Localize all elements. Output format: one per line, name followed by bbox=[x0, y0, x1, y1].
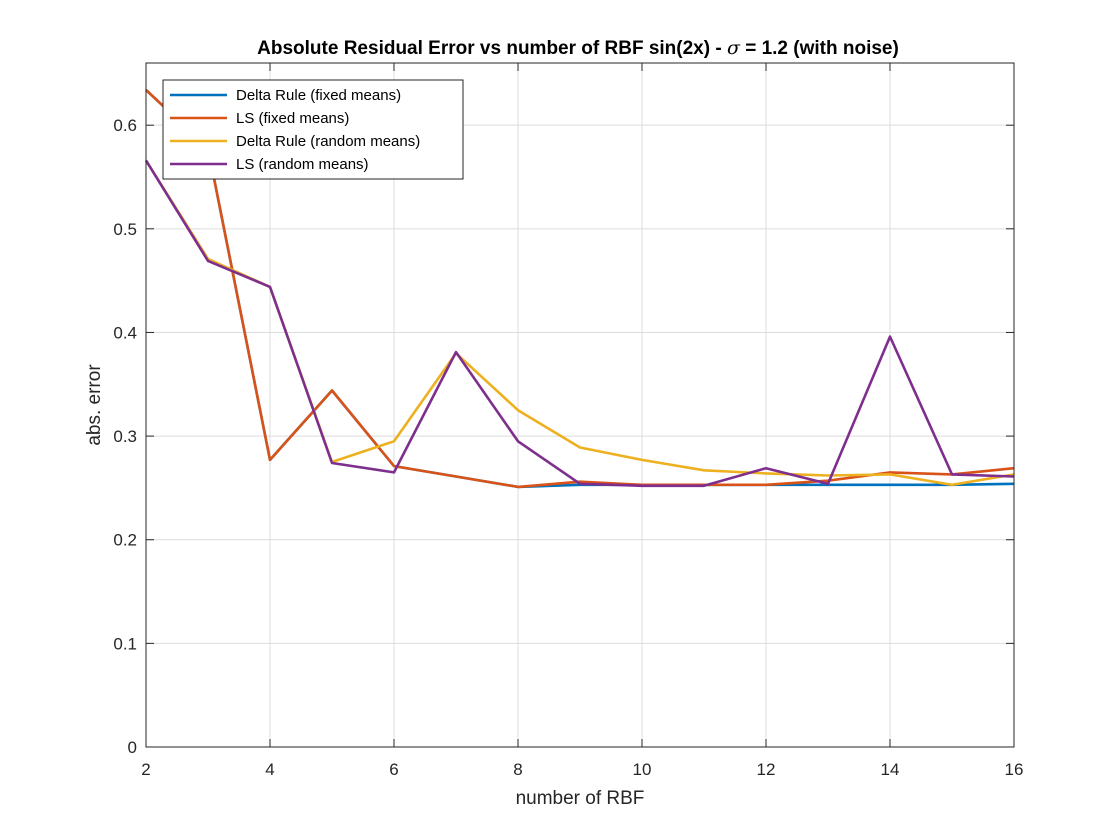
x-tick-label: 8 bbox=[513, 760, 522, 779]
plot-area-box bbox=[145, 62, 1015, 748]
legend: Delta Rule (fixed means) LS (fixed means)… bbox=[162, 79, 464, 180]
y-tick-label: 0.3 bbox=[113, 427, 137, 446]
y-tick-label: 0 bbox=[128, 738, 137, 757]
legend-label-3: Delta Rule (random means) bbox=[236, 133, 420, 150]
y-tick-labels: 0 0.1 0.2 0.3 0.4 0.5 0.6 bbox=[113, 116, 137, 757]
x-axis-label: number of RBF bbox=[516, 788, 645, 809]
legend-label-4: LS (random means) bbox=[236, 156, 369, 173]
series-line-4 bbox=[144, 159, 1015, 488]
x-tick-label: 12 bbox=[757, 760, 776, 779]
chart-title-suffix: = 1.2 (with noise) bbox=[740, 38, 899, 59]
tick-marks bbox=[145, 63, 1015, 748]
x-tick-label: 4 bbox=[265, 760, 274, 779]
x-tick-label: 14 bbox=[881, 760, 900, 779]
chart-title-prefix: Absolute Residual Error vs number of RBF… bbox=[257, 38, 727, 59]
chart-title: Absolute Residual Error vs number of RBF… bbox=[257, 37, 899, 59]
y-tick-label: 0.1 bbox=[113, 634, 137, 653]
x-tick-label: 10 bbox=[633, 760, 652, 779]
y-tick-label: 0.4 bbox=[113, 323, 137, 342]
x-tick-label: 16 bbox=[1005, 760, 1024, 779]
y-tick-label: 0.2 bbox=[113, 531, 137, 550]
chart-title-sigma: σ bbox=[727, 37, 741, 59]
series-group bbox=[144, 88, 1015, 489]
legend-box bbox=[162, 79, 464, 180]
legend-label-2: LS (fixed means) bbox=[236, 110, 349, 127]
y-tick-label: 0.6 bbox=[113, 116, 137, 135]
y-tick-label: 0.5 bbox=[113, 220, 137, 239]
y-axis-label: abs. error bbox=[84, 364, 105, 446]
x-tick-label: 6 bbox=[389, 760, 398, 779]
legend-label-1: Delta Rule (fixed means) bbox=[236, 87, 401, 104]
x-tick-labels: 2 4 6 8 10 12 14 16 bbox=[141, 760, 1023, 779]
x-tick-label: 2 bbox=[141, 760, 150, 779]
